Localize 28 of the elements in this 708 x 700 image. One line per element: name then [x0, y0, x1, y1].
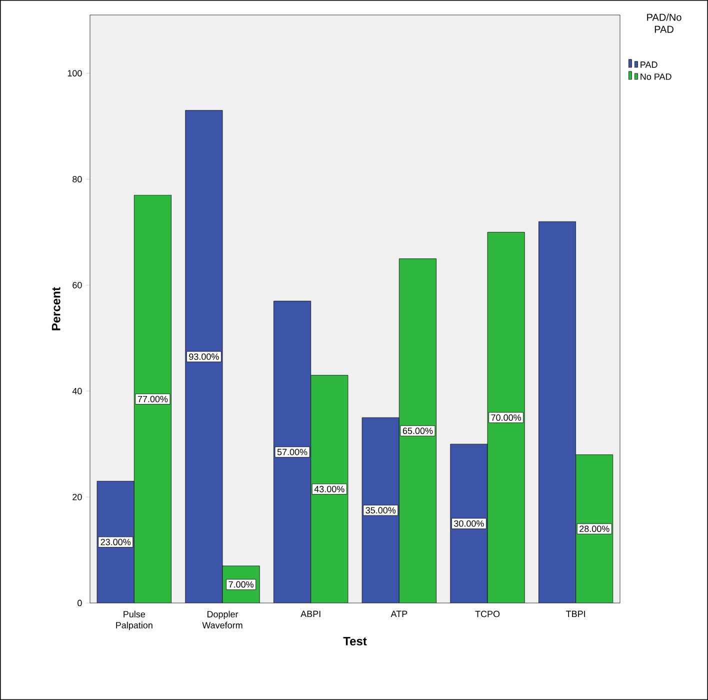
data-label: 93.00% — [189, 353, 219, 360]
data-label: 7.00% — [228, 581, 254, 588]
data-label: 65.00% — [402, 428, 433, 434]
data-label: 35.00% — [366, 507, 396, 514]
x-tick-label: TBPI — [566, 610, 586, 617]
y-axis-title: Percent — [52, 287, 60, 330]
x-axis-title: Test — [343, 637, 367, 646]
x-tick-label: Pulse Palpation — [116, 610, 152, 630]
x-tick-label: Doppler Waveform — [202, 610, 242, 628]
x-tick-label: ATP — [390, 610, 408, 617]
data-label: 57.00% — [277, 448, 308, 456]
y-tick-label: 100 — [68, 70, 82, 76]
legend-label: PAD — [640, 62, 658, 68]
legend-label: No PAD — [640, 74, 672, 80]
data-label: 77.00% — [138, 396, 168, 402]
data-label: 30.00% — [454, 520, 484, 527]
y-tick-label: 20 — [72, 494, 82, 500]
data-label: 43.00% — [314, 486, 344, 492]
y-tick-label: 60 — [72, 282, 82, 288]
data-label: 23.00% — [100, 538, 131, 546]
x-tick-label: ABPI — [300, 610, 320, 617]
x-tick-label: TCPO — [475, 610, 500, 618]
data-label: 28.00% — [580, 526, 610, 532]
data-label: 70.00% — [491, 414, 521, 421]
y-tick-label: 0 — [78, 600, 82, 606]
y-tick-label: 40 — [72, 388, 82, 394]
y-tick-label: 80 — [72, 176, 82, 182]
legend-title: PAD/No PAD — [647, 14, 682, 33]
